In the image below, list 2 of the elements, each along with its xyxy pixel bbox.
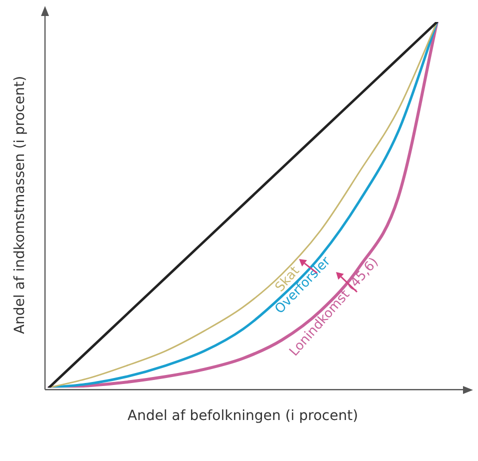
y-axis-title: Andel af indkomstmassen (i procent) bbox=[12, 76, 28, 334]
x-axis-title: Andel af befolkningen (i procent) bbox=[128, 408, 358, 424]
